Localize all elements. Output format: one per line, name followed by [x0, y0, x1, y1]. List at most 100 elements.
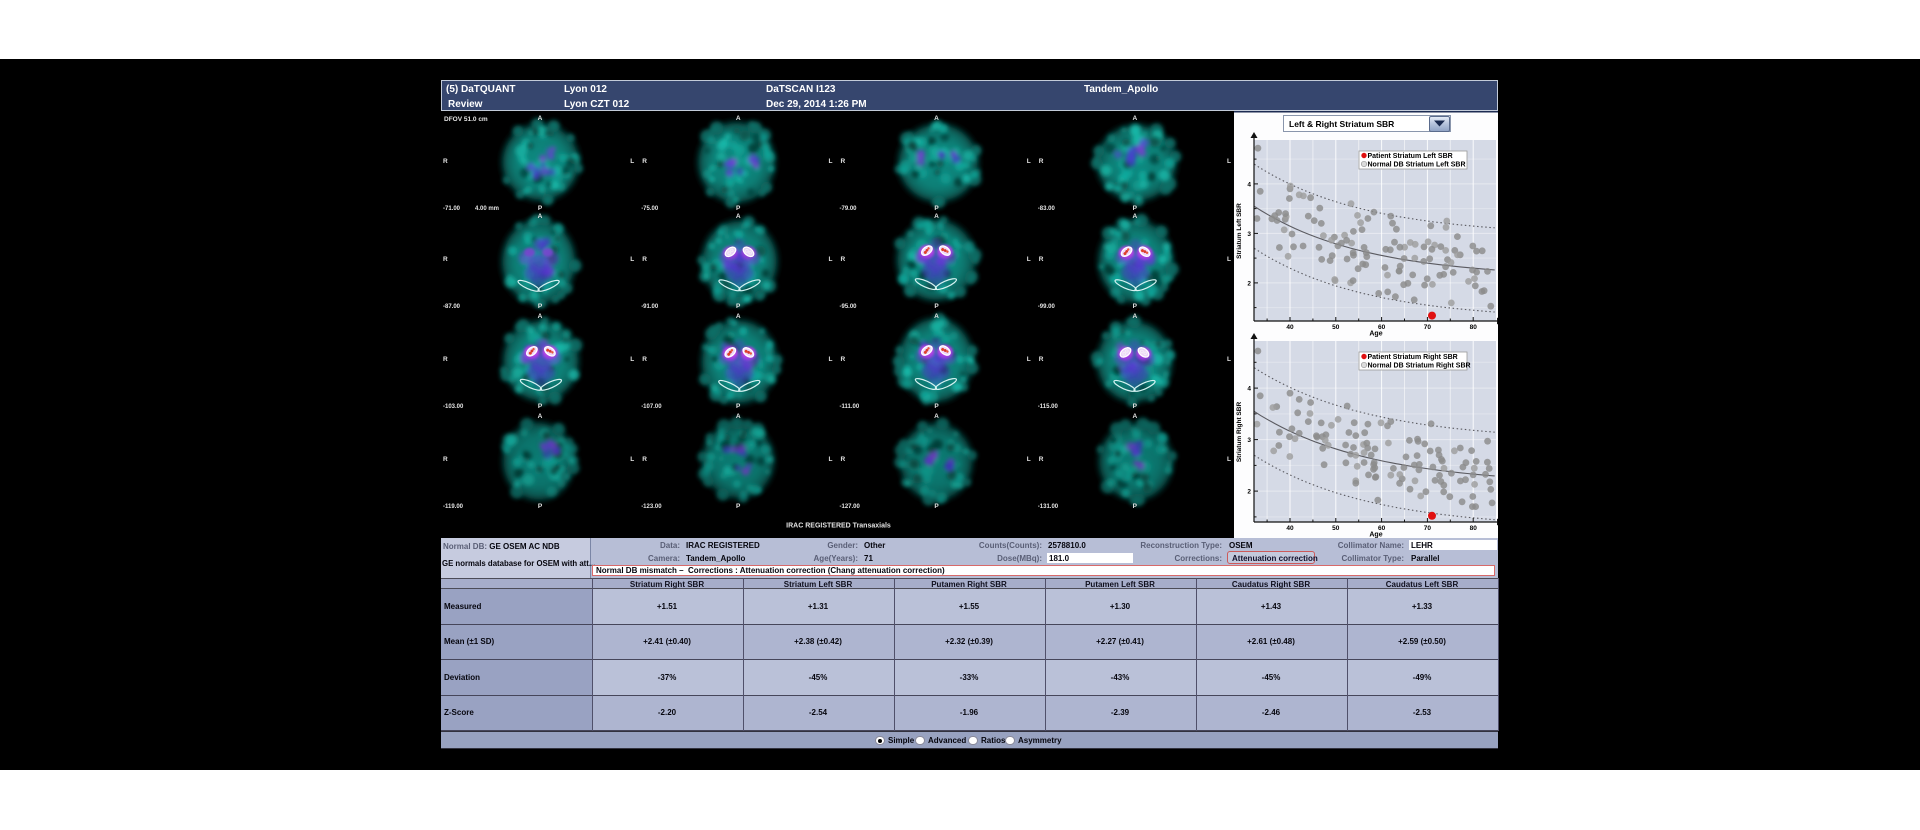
svg-text:4: 4	[1247, 386, 1251, 393]
svg-text:A: A	[1132, 115, 1137, 122]
svg-text:-87.00: -87.00	[443, 304, 461, 310]
svg-text:A: A	[538, 313, 543, 320]
svg-text:-91.00: -91.00	[641, 304, 659, 310]
svg-text:P: P	[934, 503, 939, 510]
svg-text:P: P	[934, 303, 939, 310]
svg-text:-83.00: -83.00	[1038, 206, 1056, 212]
svg-text:2: 2	[1247, 489, 1251, 496]
svg-text:L: L	[1027, 158, 1031, 165]
svg-text:A: A	[736, 313, 741, 320]
svg-text:Patient Striatum Right SBR: Patient Striatum Right SBR	[1368, 354, 1458, 361]
svg-text:P: P	[1133, 503, 1138, 510]
svg-text:A: A	[736, 213, 741, 220]
svg-text:L: L	[1227, 256, 1231, 263]
svg-text:A: A	[1132, 213, 1137, 220]
svg-text:P: P	[538, 303, 543, 310]
svg-text:3: 3	[1247, 231, 1251, 238]
svg-text:R: R	[1039, 158, 1044, 165]
svg-text:A: A	[934, 213, 939, 220]
svg-text:A: A	[934, 413, 939, 420]
svg-text:R: R	[1039, 256, 1044, 263]
svg-text:-115.00: -115.00	[1038, 404, 1059, 410]
svg-text:P: P	[538, 403, 543, 410]
svg-text:P: P	[934, 205, 939, 212]
svg-text:R: R	[642, 456, 647, 463]
svg-text:-71.00: -71.00	[443, 206, 461, 212]
svg-text:L: L	[630, 256, 634, 263]
svg-text:R: R	[841, 356, 846, 363]
svg-text:P: P	[934, 403, 939, 410]
svg-text:P: P	[538, 503, 543, 510]
svg-text:A: A	[1132, 413, 1137, 420]
svg-text:P: P	[736, 205, 741, 212]
svg-text:60: 60	[1378, 324, 1386, 331]
svg-text:L: L	[630, 158, 634, 165]
svg-text:-99.00: -99.00	[1038, 304, 1056, 310]
svg-text:L: L	[829, 356, 833, 363]
svg-text:P: P	[1133, 303, 1138, 310]
svg-text:70: 70	[1424, 525, 1432, 532]
svg-text:Age: Age	[1369, 532, 1382, 539]
svg-text:R: R	[841, 456, 846, 463]
svg-text:50: 50	[1332, 525, 1340, 532]
svg-text:L: L	[829, 158, 833, 165]
svg-text:-75.00: -75.00	[641, 206, 659, 212]
svg-text:-107.00: -107.00	[641, 404, 662, 410]
svg-text:Striatum Left SBR: Striatum Left SBR	[1236, 203, 1243, 259]
svg-text:L: L	[1227, 356, 1231, 363]
svg-text:IRAC REGISTERED Transaxials: IRAC REGISTERED Transaxials	[786, 523, 891, 530]
svg-text:R: R	[642, 256, 647, 263]
svg-text:-111.00: -111.00	[840, 404, 860, 410]
svg-text:L: L	[630, 456, 634, 463]
svg-text:A: A	[934, 313, 939, 320]
svg-text:R: R	[443, 256, 448, 263]
svg-text:Normal DB Striatum Right SBR: Normal DB Striatum Right SBR	[1368, 363, 1471, 370]
svg-text:R: R	[443, 456, 448, 463]
svg-text:L: L	[1227, 456, 1231, 463]
svg-text:4.00 mm: 4.00 mm	[475, 206, 499, 212]
svg-text:L: L	[829, 456, 833, 463]
svg-text:-123.00: -123.00	[641, 504, 662, 510]
svg-text:50: 50	[1332, 324, 1340, 331]
svg-text:R: R	[1039, 456, 1044, 463]
svg-text:40: 40	[1286, 525, 1294, 532]
svg-text:4: 4	[1247, 181, 1251, 188]
svg-text:R: R	[642, 158, 647, 165]
svg-text:R: R	[642, 356, 647, 363]
svg-text:R: R	[841, 256, 846, 263]
svg-text:L: L	[829, 256, 833, 263]
svg-text:Age: Age	[1369, 331, 1382, 338]
svg-text:R: R	[841, 158, 846, 165]
svg-text:L: L	[630, 356, 634, 363]
svg-text:A: A	[934, 115, 939, 122]
svg-text:-119.00: -119.00	[443, 504, 464, 510]
svg-text:L: L	[1027, 256, 1031, 263]
svg-text:-95.00: -95.00	[840, 304, 858, 310]
svg-text:P: P	[736, 403, 741, 410]
svg-text:-127.00: -127.00	[840, 504, 861, 510]
svg-text:R: R	[1039, 356, 1044, 363]
svg-text:A: A	[736, 413, 741, 420]
svg-text:A: A	[538, 413, 543, 420]
svg-text:-79.00: -79.00	[840, 206, 858, 212]
svg-text:Left & Right Striatum SBR: Left & Right Striatum SBR	[1289, 119, 1394, 129]
svg-text:A: A	[538, 213, 543, 220]
svg-text:DFOV 51.0 cm: DFOV 51.0 cm	[444, 116, 488, 123]
svg-text:P: P	[736, 303, 741, 310]
svg-text:R: R	[443, 158, 448, 165]
svg-text:40: 40	[1286, 324, 1294, 331]
svg-text:A: A	[1132, 313, 1137, 320]
svg-text:2: 2	[1247, 280, 1251, 287]
svg-text:3: 3	[1247, 437, 1251, 444]
svg-text:P: P	[538, 205, 543, 212]
svg-text:L: L	[1027, 456, 1031, 463]
svg-text:Patient Striatum Left SBR: Patient Striatum Left SBR	[1368, 153, 1453, 160]
svg-text:P: P	[1133, 205, 1138, 212]
svg-text:-131.00: -131.00	[1038, 504, 1059, 510]
svg-text:Normal DB Striatum Left SBR: Normal DB Striatum Left SBR	[1368, 162, 1466, 169]
svg-text:70: 70	[1424, 324, 1432, 331]
svg-text:-103.00: -103.00	[443, 404, 464, 410]
svg-text:L: L	[1027, 356, 1031, 363]
svg-text:60: 60	[1378, 525, 1386, 532]
svg-text:P: P	[736, 503, 741, 510]
